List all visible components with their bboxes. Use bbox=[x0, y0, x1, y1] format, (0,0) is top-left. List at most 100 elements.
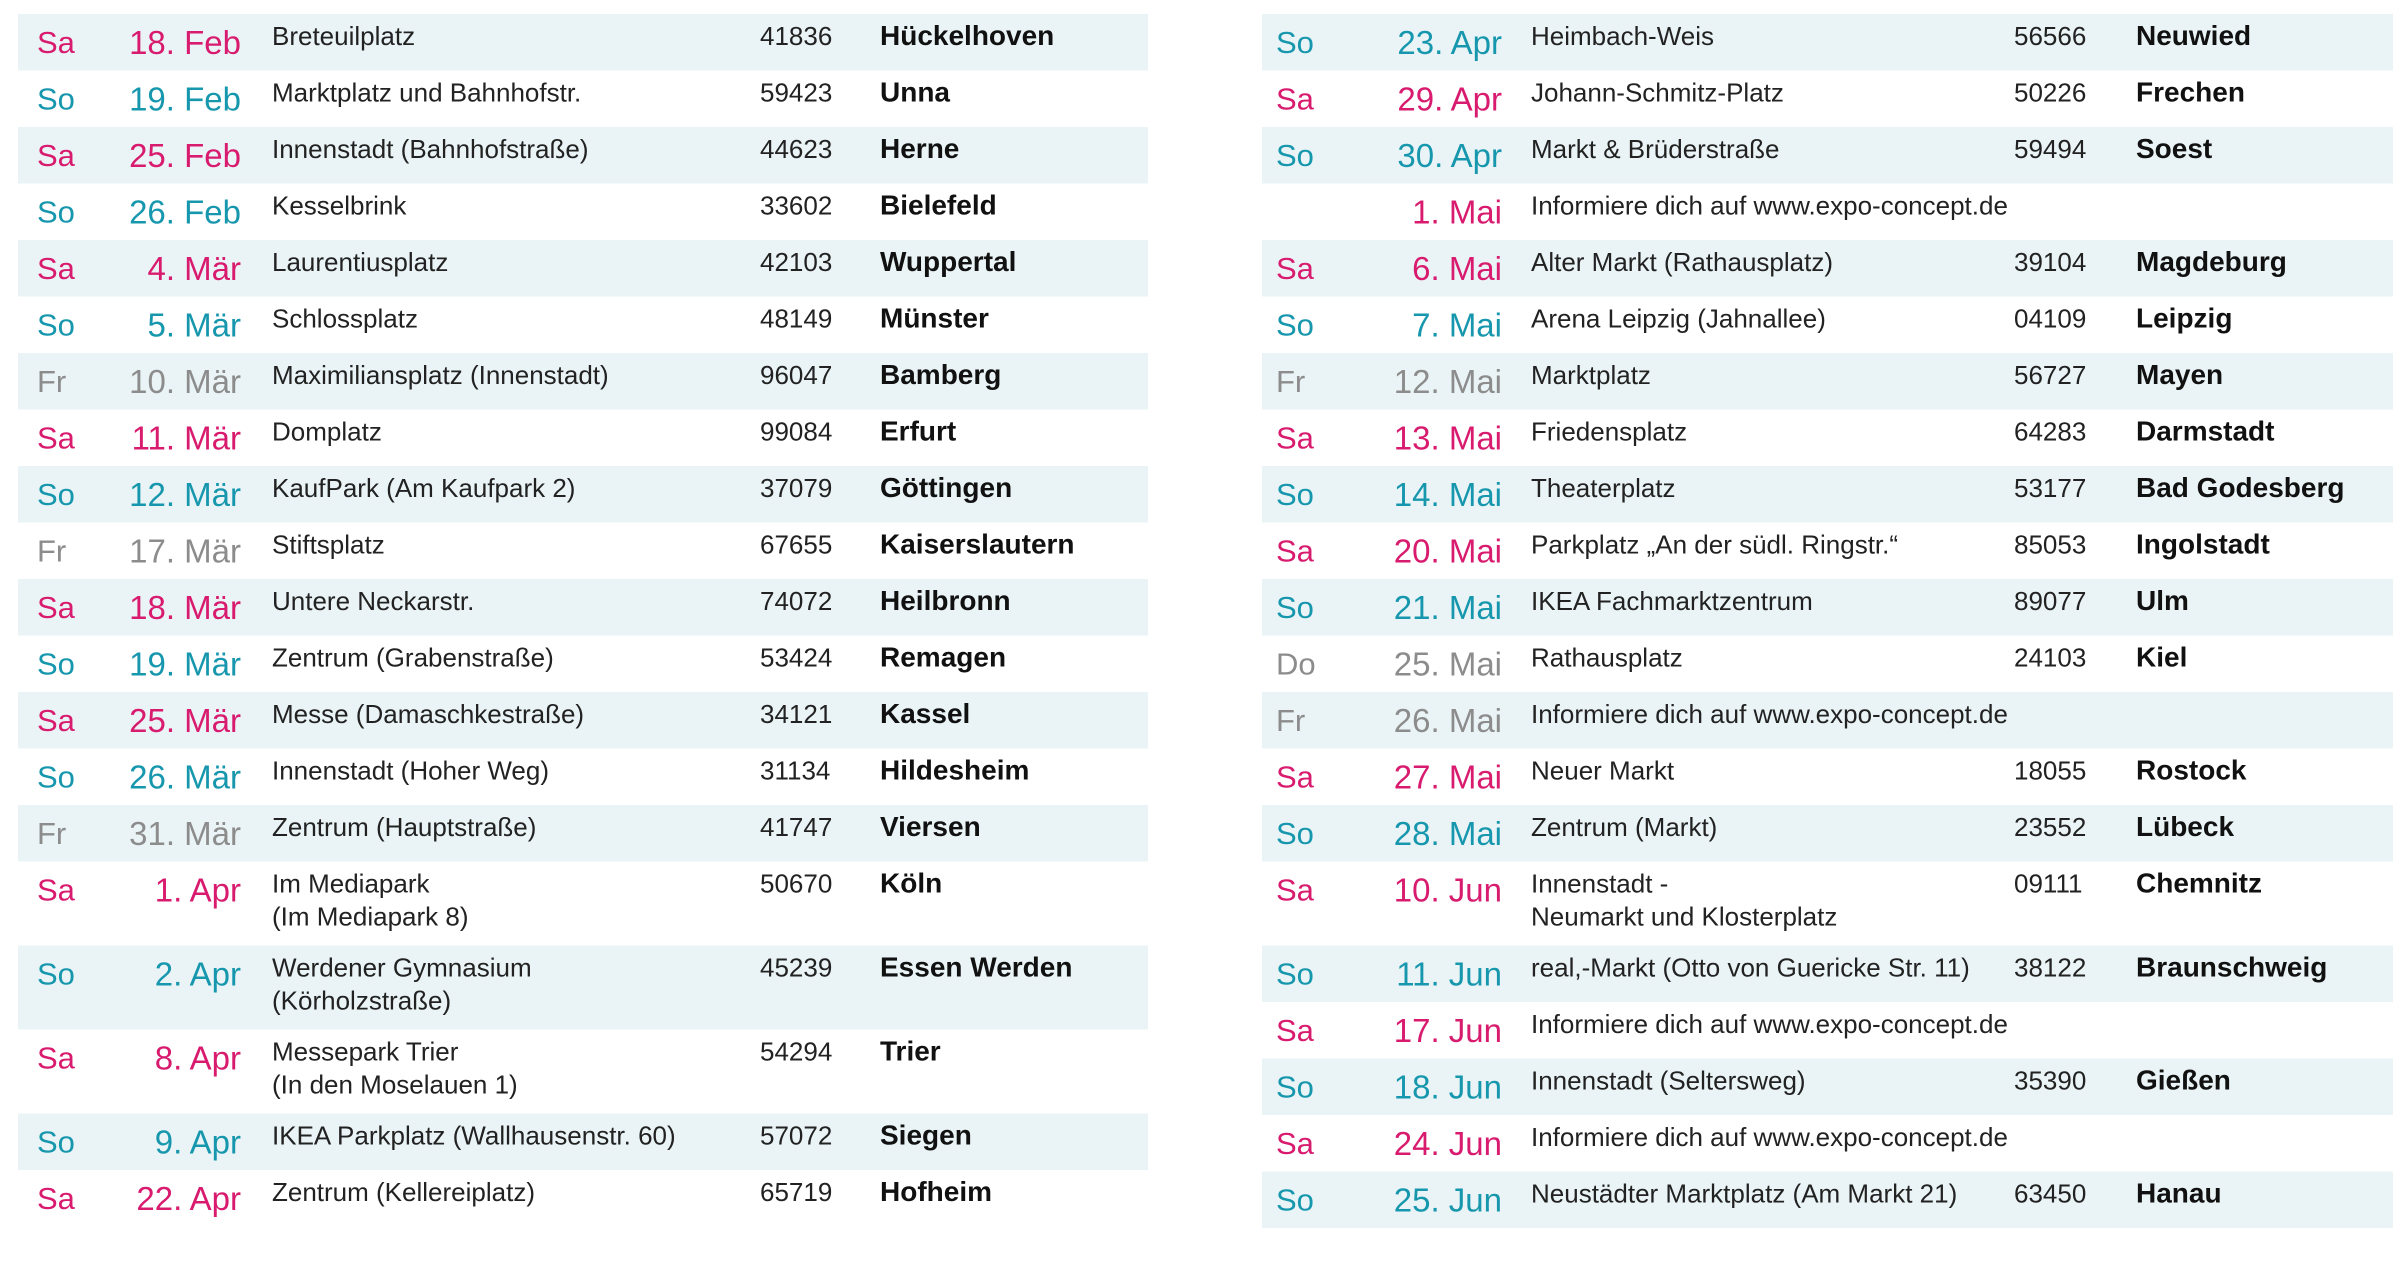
postal-code: 53424 bbox=[760, 643, 832, 673]
postal-code: 89077 bbox=[2014, 586, 2086, 616]
event-row: So 18. Jun Innenstadt (Seltersweg) 35390 Gie… bbox=[1262, 1058, 2393, 1115]
postal-code: 56566 bbox=[2014, 21, 2086, 51]
date: 7. Mai bbox=[1412, 307, 1502, 344]
weekday: So bbox=[37, 957, 75, 992]
weekday: Do bbox=[1276, 647, 1316, 682]
street: Markt & Brüderstraße bbox=[1531, 134, 1780, 164]
date: 26. Feb bbox=[129, 194, 241, 231]
row-background bbox=[18, 945, 1148, 1030]
weekday: Sa bbox=[37, 25, 76, 60]
city: Siegen bbox=[880, 1120, 972, 1151]
event-row: Sa 8. Apr Messepark Trier(In den Moselauen… bbox=[37, 1036, 941, 1100]
city: Hückelhoven bbox=[880, 20, 1054, 51]
postal-code: 39104 bbox=[2014, 247, 2086, 277]
postal-code: 23552 bbox=[2014, 812, 2086, 842]
weekday: Fr bbox=[1276, 364, 1305, 399]
city: Hofheim bbox=[880, 1176, 992, 1207]
row-background bbox=[18, 1113, 1148, 1170]
street: Breteuilplatz bbox=[272, 21, 415, 51]
postal-code: 64283 bbox=[2014, 417, 2086, 447]
city: Bielefeld bbox=[880, 190, 997, 221]
street: Untere Neckarstr. bbox=[272, 586, 474, 616]
event-row: So 28. Mai Zentrum (Markt) 23552 Lübeck bbox=[1262, 805, 2393, 862]
date: 13. Mai bbox=[1394, 420, 1502, 457]
date: 25. Feb bbox=[129, 137, 241, 174]
weekday: Sa bbox=[1276, 82, 1315, 117]
postal-code: 96047 bbox=[760, 360, 832, 390]
date: 25. Jun bbox=[1394, 1182, 1502, 1219]
street: Parkplatz „An der südl. Ringstr.“ bbox=[1531, 530, 1898, 560]
right-table: So 23. Apr Heimbach-Weis 56566 Neuwied Sa 29. … bbox=[1262, 14, 2393, 1228]
city: Lübeck bbox=[2136, 811, 2234, 842]
weekday: So bbox=[37, 477, 75, 512]
weekday: Fr bbox=[37, 534, 66, 569]
city: Mayen bbox=[2136, 359, 2223, 390]
street: (Körholzstraße) bbox=[272, 986, 451, 1016]
weekday: So bbox=[1276, 590, 1314, 625]
city: Köln bbox=[880, 868, 942, 899]
postal-code: 44623 bbox=[760, 134, 832, 164]
event-row: So 23. Apr Heimbach-Weis 56566 Neuwied bbox=[1262, 14, 2393, 71]
date: 17. Mär bbox=[129, 533, 241, 570]
postal-code: 59423 bbox=[760, 78, 832, 108]
event-row: Sa 6. Mai Alter Markt (Rathausplatz) 39104 M… bbox=[1262, 240, 2393, 297]
weekday: So bbox=[37, 1125, 75, 1160]
postal-code: 41836 bbox=[760, 21, 832, 51]
row-background bbox=[18, 127, 1148, 184]
city: Erfurt bbox=[880, 416, 956, 447]
event-row: So 5. Mär Schlossplatz 48149 Münster bbox=[37, 303, 989, 344]
event-row: Sa 13. Mai Friedensplatz 64283 Darmstadt bbox=[1276, 416, 2274, 457]
weekday: Sa bbox=[1276, 1013, 1315, 1048]
event-row: Sa 25. Mär Messe (Damaschkestraße) 34121 Kas… bbox=[18, 692, 1148, 749]
event-row: Fr 12. Mai Marktplatz 56727 Mayen bbox=[1262, 353, 2393, 410]
row-background bbox=[1262, 466, 2393, 523]
event-row: So 9. Apr IKEA Parkplatz (Wallhausenstr. 6… bbox=[18, 1113, 1148, 1170]
postal-code: 67655 bbox=[760, 530, 832, 560]
city: Trier bbox=[880, 1036, 941, 1067]
weekday: So bbox=[37, 647, 75, 682]
row-background bbox=[1262, 945, 2393, 1002]
street: Rathausplatz bbox=[1531, 643, 1683, 673]
event-row: So 21. Mai IKEA Fachmarktzentrum 89077 Ulm bbox=[1262, 579, 2393, 636]
city: Darmstadt bbox=[2136, 416, 2274, 447]
weekday: So bbox=[1276, 1183, 1314, 1218]
city: Münster bbox=[880, 303, 989, 334]
row-background bbox=[18, 805, 1148, 862]
weekday: Sa bbox=[37, 138, 76, 173]
street: Neumarkt und Klosterplatz bbox=[1531, 902, 1837, 932]
event-row: Fr 31. Mär Zentrum (Hauptstraße) 41747 Viers… bbox=[18, 805, 1148, 862]
street: Zentrum (Grabenstraße) bbox=[272, 643, 554, 673]
street: Johann-Schmitz-Platz bbox=[1531, 78, 1784, 108]
event-row: Fr 10. Mär Maximiliansplatz (Innenstadt) 96… bbox=[18, 353, 1148, 410]
event-row: So 7. Mai Arena Leipzig (Jahnallee) 04109 Le… bbox=[1276, 303, 2232, 344]
postal-code: 50226 bbox=[2014, 78, 2086, 108]
postal-code: 85053 bbox=[2014, 530, 2086, 560]
street: Domplatz bbox=[272, 417, 382, 447]
date: 31. Mär bbox=[129, 815, 241, 852]
event-row: Sa 18. Mär Untere Neckarstr. 74072 Heilbronn bbox=[18, 579, 1148, 636]
date: 10. Mär bbox=[129, 363, 241, 400]
street: Informiere dich auf www.expo-concept.de bbox=[1531, 1122, 2008, 1152]
street: Zentrum (Hauptstraße) bbox=[272, 812, 536, 842]
city: Magdeburg bbox=[2136, 246, 2287, 277]
city: Unna bbox=[880, 77, 950, 108]
street: Informiere dich auf www.expo-concept.de bbox=[1531, 699, 2008, 729]
city: Rostock bbox=[2136, 755, 2247, 786]
event-row: Sa 4. Mär Laurentiusplatz 42103 Wuppertal bbox=[18, 240, 1148, 297]
row-background bbox=[1262, 240, 2393, 297]
row-background bbox=[1262, 805, 2393, 862]
city: Kassel bbox=[880, 698, 970, 729]
city: Viersen bbox=[880, 811, 981, 842]
date: 21. Mai bbox=[1394, 589, 1502, 626]
postal-code: 54294 bbox=[760, 1037, 832, 1067]
row-background bbox=[18, 353, 1148, 410]
event-row: So 26. Mär Innenstadt (Hoher Weg) 31134 Hild… bbox=[37, 755, 1029, 796]
weekday: Sa bbox=[1276, 760, 1315, 795]
street: Informiere dich auf www.expo-concept.de bbox=[1531, 1009, 2008, 1039]
event-row: Sa 1. Apr Im Mediapark(Im Mediapark 8) 5067… bbox=[37, 868, 942, 932]
weekday: Sa bbox=[37, 873, 76, 908]
city: Chemnitz bbox=[2136, 868, 2262, 899]
city: Soest bbox=[2136, 133, 2212, 164]
postal-code: 45239 bbox=[760, 953, 832, 983]
row-background bbox=[1262, 1058, 2393, 1115]
